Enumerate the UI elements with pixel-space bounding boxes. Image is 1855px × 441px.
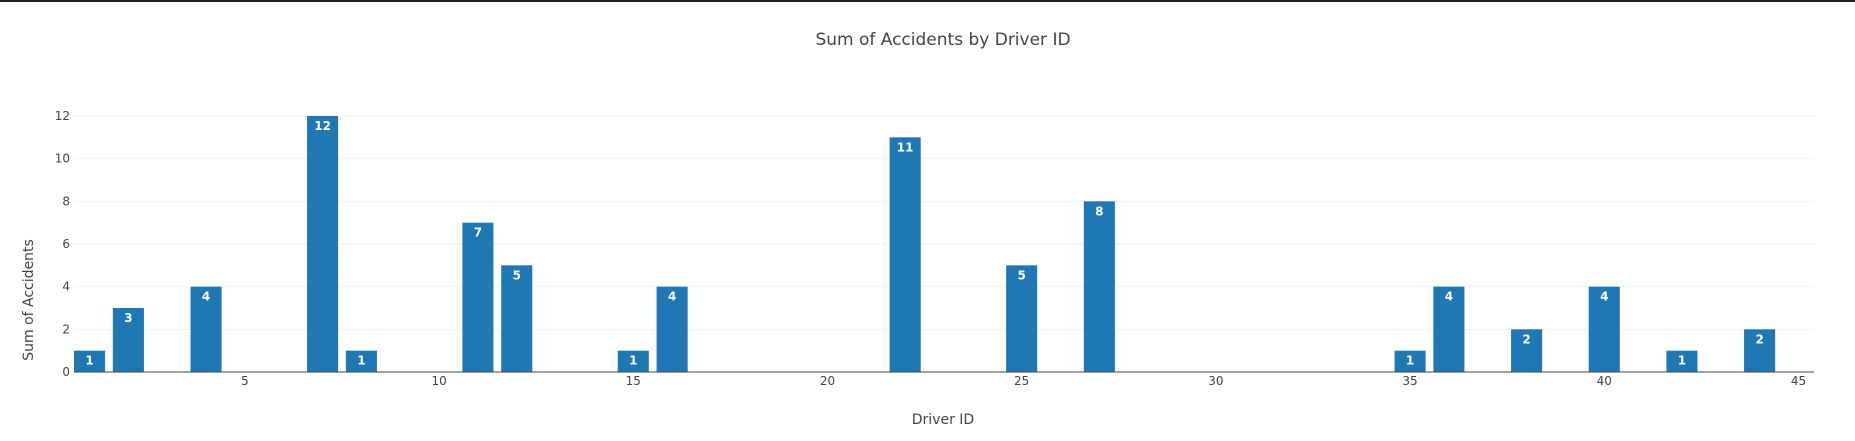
- bar-value-label: 8: [1095, 204, 1103, 218]
- bar-value-label: 4: [1600, 290, 1608, 304]
- x-axis-title: Driver ID: [912, 412, 974, 428]
- y-tick-label: 10: [55, 152, 70, 166]
- bar[interactable]: [501, 265, 533, 372]
- bar[interactable]: [889, 137, 921, 372]
- y-tick-labels: 0 2 4 6 8 10 12: [55, 109, 70, 379]
- bar[interactable]: [307, 116, 339, 372]
- bar-value-label: 1: [85, 354, 93, 368]
- bar[interactable]: [1744, 329, 1776, 372]
- x-tick-label: 15: [626, 374, 641, 388]
- bar-value-label: 1: [1678, 354, 1686, 368]
- x-tick-label: 40: [1597, 374, 1612, 388]
- bar[interactable]: [190, 286, 222, 372]
- bar-value-label: 5: [1017, 268, 1025, 282]
- chart-title: Sum of Accidents by Driver ID: [815, 30, 1070, 50]
- x-tick-label: 20: [820, 374, 835, 388]
- bar-value-label: 4: [1445, 290, 1453, 304]
- x-tick-label: 5: [241, 374, 249, 388]
- x-tick-label: 30: [1208, 374, 1223, 388]
- top-border-line: [0, 0, 1855, 2]
- bar[interactable]: [345, 350, 377, 372]
- bar-value-label: 2: [1522, 332, 1530, 346]
- bar-value-label: 1: [357, 354, 365, 368]
- bar[interactable]: [1083, 201, 1115, 372]
- bar[interactable]: [1511, 329, 1543, 372]
- bar-value-label: 12: [314, 119, 331, 133]
- bar[interactable]: [617, 350, 649, 372]
- bar-value-label: 4: [668, 290, 676, 304]
- y-tick-label: 4: [62, 280, 70, 294]
- bar[interactable]: [656, 286, 688, 372]
- bar-value-label: 1: [1406, 354, 1414, 368]
- x-tick-label: 25: [1014, 374, 1029, 388]
- bar-value-label: 11: [897, 140, 914, 154]
- bar[interactable]: [1666, 350, 1698, 372]
- bar[interactable]: [1394, 350, 1426, 372]
- bar[interactable]: [1433, 286, 1465, 372]
- x-tick-label: 10: [431, 374, 446, 388]
- y-tick-label: 6: [62, 237, 70, 251]
- x-tick-label: 45: [1791, 374, 1806, 388]
- bar-value-label: 3: [124, 311, 132, 325]
- y-tick-label: 0: [62, 365, 70, 379]
- bar-value-label: 2: [1755, 332, 1763, 346]
- y-tick-label: 12: [55, 109, 70, 123]
- y-axis-title: Sum of Accidents: [21, 239, 37, 361]
- x-tick-labels: 5 10 15 20 25 30 35 40 45: [241, 374, 1806, 388]
- x-tick-label: 35: [1402, 374, 1417, 388]
- bar[interactable]: [112, 308, 144, 372]
- bar-value-label: 7: [474, 226, 482, 240]
- bar-value-label: 1: [629, 354, 637, 368]
- bar[interactable]: [462, 222, 494, 372]
- y-tick-label: 8: [62, 194, 70, 208]
- y-tick-label: 2: [62, 322, 70, 336]
- bar[interactable]: [74, 350, 106, 372]
- bar-value-label: 5: [513, 268, 521, 282]
- bar[interactable]: [1588, 286, 1620, 372]
- bar-value-label: 4: [202, 290, 210, 304]
- bar[interactable]: [1006, 265, 1038, 372]
